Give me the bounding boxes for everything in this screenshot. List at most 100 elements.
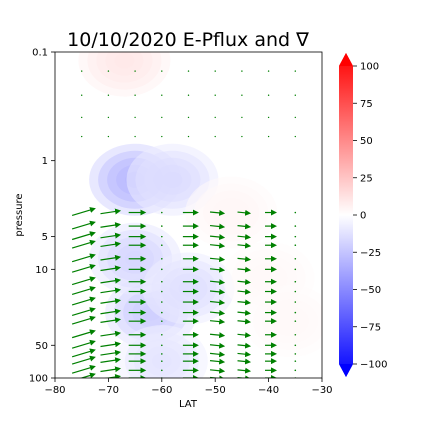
colorbar-ticks: 100 75 50 25 0 −25 −50 −75 −100	[353, 62, 387, 371]
vector-point	[161, 301, 163, 303]
vector-arrow	[209, 242, 226, 249]
vector-arrow	[100, 265, 122, 272]
vector-point	[161, 116, 163, 119]
vector-point	[294, 333, 297, 336]
vector-point	[161, 244, 163, 247]
vector-arrow	[100, 254, 122, 261]
y-tick-label: 1	[42, 156, 48, 167]
vector-arrow	[71, 276, 96, 286]
vector-arrow	[209, 223, 226, 230]
vector-arrow	[209, 299, 226, 306]
vector-arrow	[100, 357, 122, 364]
vector-point	[294, 320, 297, 322]
contour-blob	[185, 176, 278, 249]
vector-point	[161, 369, 163, 372]
vector-point	[161, 70, 163, 72]
vector-point	[161, 268, 163, 271]
vector-point	[294, 353, 297, 355]
vector-arrow	[100, 232, 122, 239]
vector-point	[161, 280, 163, 283]
vector-arrow	[71, 307, 96, 317]
vector-arrow	[209, 332, 226, 339]
vector-arrow	[237, 266, 252, 273]
vector-point	[294, 369, 297, 372]
vector-point	[241, 135, 243, 138]
vector-arrow	[209, 279, 226, 286]
vector-point	[107, 116, 110, 119]
vector-point	[187, 116, 190, 119]
vector-arrow	[100, 349, 122, 356]
colorbar-tick-label: −50	[360, 285, 381, 296]
vector-arrow	[71, 239, 96, 249]
vector-arrow	[100, 341, 122, 348]
vector-point	[294, 244, 297, 247]
vector-point	[81, 94, 83, 96]
vector-point	[294, 268, 297, 271]
colorbar-tick-label: 75	[360, 99, 373, 110]
vector-arrow	[104, 374, 122, 378]
vector-arrow	[237, 233, 252, 240]
vector-arrow	[209, 266, 226, 273]
vector-point	[214, 70, 216, 72]
vector-arrow	[209, 256, 226, 263]
x-axis: −80 −70 −60 −50 −40 −30	[44, 378, 333, 396]
vector-point	[161, 320, 163, 322]
colorbar-tick-label: 0	[360, 211, 366, 222]
y-axis-label: pressure	[14, 193, 25, 236]
vector-arrow	[237, 242, 252, 249]
vector-arrow	[100, 287, 122, 294]
plot-area	[54, 51, 323, 379]
y-tick-label: 5	[42, 232, 48, 243]
vector-arrow	[71, 315, 96, 325]
colorbar-top-extension	[339, 53, 353, 66]
vector-point	[241, 116, 243, 119]
vector-arrow	[209, 318, 226, 325]
vector-point	[187, 94, 190, 96]
colorbar-tick-label: −75	[360, 322, 381, 333]
vector-arrow	[100, 366, 122, 373]
vector-point	[81, 135, 83, 138]
vector-arrow	[79, 372, 96, 378]
colorbar-tick-label: −25	[360, 248, 381, 259]
x-tick-label: −60	[151, 385, 172, 396]
vector-arrow	[237, 299, 252, 306]
vector-point	[134, 94, 136, 96]
vector-arrow	[237, 358, 252, 365]
y-tick-label: 10	[35, 265, 48, 276]
vector-arrow	[71, 296, 96, 306]
vector-point	[161, 94, 163, 96]
vector-point	[294, 211, 297, 214]
vector-point	[294, 311, 297, 314]
vector-arrow	[100, 277, 122, 284]
x-tick-label: −40	[258, 385, 279, 396]
vector-point	[161, 135, 163, 138]
vector-arrow	[71, 348, 96, 358]
vector-arrow	[71, 263, 96, 273]
vector-point	[294, 116, 296, 119]
vector-arrow	[100, 317, 122, 324]
vector-arrow	[100, 308, 122, 315]
colorbar-tick-label: −100	[360, 360, 387, 371]
vector-arrow	[209, 351, 226, 358]
colorbar-tick-label: 25	[360, 173, 373, 184]
vector-point	[81, 116, 83, 119]
vector-point	[161, 333, 163, 336]
vector-point	[107, 135, 110, 138]
vector-point	[294, 301, 297, 303]
contour-blob	[115, 325, 208, 378]
colorbar-body	[339, 53, 353, 377]
vector-arrow	[237, 318, 252, 325]
x-axis-label: LAT	[179, 399, 198, 410]
colorbar-tick-label: 100	[360, 62, 379, 73]
vector-point	[294, 94, 296, 96]
vector-point	[294, 70, 296, 72]
vector-arrow	[71, 286, 96, 295]
contour-blob	[142, 252, 235, 325]
vector-arrow	[209, 234, 226, 241]
vector-point	[294, 258, 297, 260]
vector-arrow	[71, 364, 96, 374]
vector-point	[214, 135, 216, 138]
vector-arrow	[71, 329, 96, 339]
vector-arrow	[237, 279, 252, 286]
